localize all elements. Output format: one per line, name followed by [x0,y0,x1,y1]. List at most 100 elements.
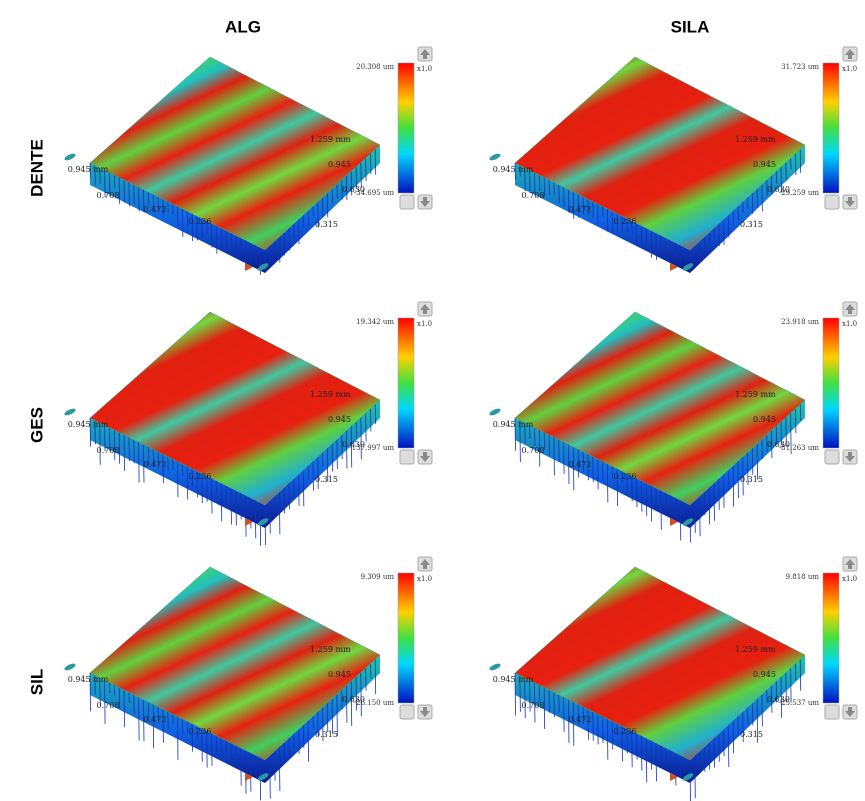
spike [651,231,652,258]
spike [168,202,169,212]
axis-icon [64,407,77,417]
rotate-button[interactable] [400,450,414,464]
spike [554,692,555,717]
spike [270,756,271,799]
zoom-label: x1.0 [417,320,432,328]
color-bar [823,573,839,703]
spike [539,685,540,702]
width-tick: 0.472 [569,460,592,469]
spike [738,206,739,220]
spike [275,496,276,518]
surface-panel: 31.723 um-29.259 umx1.01.259 mm0.9450.63… [489,47,858,273]
spike [375,149,376,174]
spike [695,756,696,798]
width-tick: 0.236 [614,727,637,736]
spike [327,193,328,217]
spike [675,243,676,256]
spike [129,692,130,703]
depth-tick: 0.315 [315,475,338,484]
spike [212,223,213,247]
spike [246,750,247,793]
width-tick: 0.945 mm [493,420,534,429]
spike [559,185,560,203]
spike [308,466,309,481]
axis-icon [64,152,77,162]
spike [564,187,565,207]
spike [704,237,705,253]
spike [709,743,710,770]
spike [346,431,347,469]
rotate-button[interactable] [825,195,839,209]
rotate-button[interactable] [825,705,839,719]
spike [255,245,256,261]
spike [714,483,715,521]
zoom-label: x1.0 [842,65,857,73]
spike [632,731,633,767]
spike [762,184,763,211]
depth-tick: 1.259 mm [735,135,776,144]
spike [666,748,667,771]
width-tick: 0.472 [569,205,592,214]
spike [752,193,753,214]
spike [212,478,213,513]
spike [661,236,662,256]
spike [738,716,739,736]
spike [671,750,672,764]
spike [598,714,599,744]
spike [289,483,290,509]
spike [641,481,642,512]
depth-tick: 0.630 [342,695,365,704]
scale-max: 9.309 um [361,573,395,581]
spike [646,228,647,244]
width-tick: 0.236 [189,217,212,226]
spike [250,243,251,259]
spike [375,404,376,424]
spike [733,211,734,223]
spike [284,233,285,256]
spike [270,501,271,534]
spike [270,246,271,263]
column-header: ALG [225,17,261,36]
spike [100,423,101,465]
spike [308,721,309,762]
depth-tick: 0.630 [342,440,365,449]
width-tick: 0.945 mm [68,165,109,174]
spike [680,500,681,540]
spike [134,695,135,714]
spike [255,755,256,775]
spike [675,753,676,786]
width-tick: 0.236 [189,727,212,736]
zoom-label: x1.0 [417,575,432,583]
spike [666,493,667,504]
spike [719,479,720,510]
spike [231,743,232,760]
depth-tick: 1.259 mm [735,645,776,654]
spike [323,198,324,218]
spike [241,748,242,786]
spike [332,699,333,734]
figure: ALG SILA DENTE GES SIL 20.308 um-34.695 … [0,0,865,801]
spike [299,474,300,505]
width-tick: 0.472 [144,460,167,469]
spike [607,464,608,502]
spike [598,204,599,225]
spike [216,226,217,254]
spike [680,245,681,262]
rotate-button[interactable] [400,195,414,209]
rotate-button[interactable] [400,705,414,719]
spike [757,189,758,208]
spike [109,683,110,693]
depth-tick: 0.315 [740,730,763,739]
spike [275,751,276,780]
spike [370,154,371,175]
spike [776,171,777,183]
spike [284,488,285,514]
spike [221,228,222,247]
spike [748,708,749,725]
spike [265,505,266,545]
spike [666,238,667,261]
rotate-button[interactable] [825,450,839,464]
spike [724,474,725,507]
width-tick: 0.708 [522,191,545,200]
row-header: SIL [27,669,46,695]
